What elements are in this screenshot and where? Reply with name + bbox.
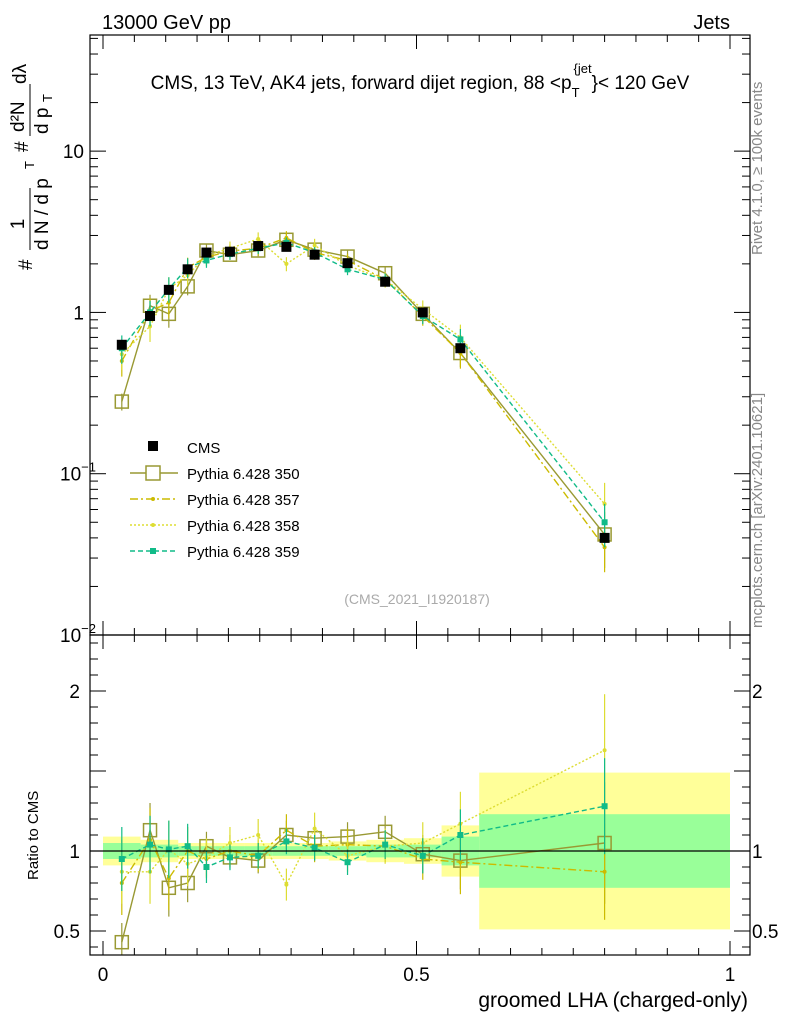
ratio-marker-358-8 bbox=[312, 826, 317, 831]
y-tick-label-main-2: 1 bbox=[73, 303, 84, 324]
y-tick-label-ratio-right-1: 1 bbox=[752, 842, 763, 863]
y-tick-label-main-0: 10−2 bbox=[60, 621, 96, 647]
ratio-marker-359-12 bbox=[457, 832, 464, 838]
ratio-line-357 bbox=[121, 829, 605, 884]
svg-text:CMS: CMS bbox=[187, 440, 220, 457]
ratio-marker-357-13 bbox=[602, 869, 607, 874]
y-tick-label-ratio-right-0: 0.5 bbox=[752, 922, 778, 943]
header-right: Jets bbox=[693, 12, 730, 34]
ratio-line-359 bbox=[121, 805, 605, 868]
axis-ticks: 0 0.5 1 10−2 10−1 1 10 0.5 0.5 1 1 2 2 bbox=[54, 35, 778, 986]
data-point-0 bbox=[116, 339, 127, 350]
ratio-marker-359-3 bbox=[184, 843, 191, 850]
ratio-marker-359-5 bbox=[226, 854, 233, 861]
svg-text:d p: d p bbox=[32, 108, 53, 134]
data-point-1 bbox=[145, 311, 156, 322]
legend-entry-358: Pythia 6.428 358 bbox=[130, 518, 300, 535]
ratio-marker-359-7 bbox=[283, 838, 290, 845]
ratio-series-layer bbox=[114, 694, 612, 955]
ratio-marker-359-1 bbox=[147, 841, 154, 848]
legend-entry-350: Pythia 6.428 350 bbox=[130, 465, 300, 483]
data-point-11 bbox=[417, 307, 428, 318]
svg-text:Pythia 6.428 350: Pythia 6.428 350 bbox=[187, 466, 300, 483]
y-tick-label-ratio-0: 0.5 bbox=[54, 922, 80, 943]
ratio-marker-359-9 bbox=[344, 859, 351, 866]
ratio-marker-359-8 bbox=[311, 844, 318, 851]
svg-text:dλ: dλ bbox=[10, 63, 31, 84]
data-point-2 bbox=[163, 284, 174, 295]
x-tick-label-2: 1 bbox=[725, 965, 736, 986]
ratio-frame bbox=[89, 634, 751, 956]
main-line-358 bbox=[121, 238, 606, 505]
ratio-marker-359-4 bbox=[203, 864, 210, 870]
x-axis-label: groomed LHA (charged-only) bbox=[478, 989, 748, 1012]
main-series-layer bbox=[114, 231, 612, 573]
data-point-8 bbox=[309, 249, 320, 260]
svg-text:Pythia 6.428 359: Pythia 6.428 359 bbox=[187, 544, 300, 561]
svg-text:T: T bbox=[22, 161, 37, 169]
main-marker-358-7 bbox=[284, 261, 289, 266]
plot-title: CMS, 13 TeV, AK4 jets, forward dijet reg… bbox=[151, 61, 690, 100]
ratio-marker-359-13 bbox=[601, 803, 608, 810]
legend-entry-359: Pythia 6.428 359 bbox=[130, 544, 300, 561]
ratio-marker-359-0 bbox=[118, 856, 125, 862]
data-point-13 bbox=[599, 532, 610, 543]
svg-text:#: # bbox=[12, 141, 33, 152]
ratio-line-358 bbox=[121, 749, 605, 887]
analysis-id: (CMS_2021_I1920187) bbox=[344, 591, 490, 607]
ratio-marker-358-6 bbox=[256, 833, 261, 837]
data-point-9 bbox=[342, 258, 353, 269]
y-tick-label-main-1: 10−1 bbox=[60, 460, 96, 486]
ratio-marker-357-12 bbox=[458, 860, 463, 865]
svg-text:d N / d p: d N / d p bbox=[32, 178, 53, 250]
main-marker-359-13 bbox=[601, 519, 608, 526]
ratio-marker-359-2 bbox=[165, 846, 172, 853]
svg-text:T: T bbox=[40, 94, 55, 102]
svg-text:#: # bbox=[16, 259, 37, 270]
x-tick-label-1: 0.5 bbox=[403, 965, 429, 986]
data-point-6 bbox=[253, 241, 264, 252]
data-point-10 bbox=[380, 276, 391, 287]
mcplots-label: mcplots.cern.ch [arXiv:2401.10621] bbox=[749, 393, 766, 628]
y-tick-label-main-3: 10 bbox=[63, 142, 84, 163]
main-marker-359-12 bbox=[457, 336, 464, 343]
ratio-marker-359-11 bbox=[419, 852, 426, 859]
ratio-marker-358-5 bbox=[227, 841, 232, 845]
data-point-7 bbox=[281, 241, 292, 252]
y-tick-label-ratio-2: 2 bbox=[69, 682, 80, 703]
main-ylabel: # 1 d N / d p T # d²N d p T dλ bbox=[8, 63, 55, 270]
ratio-ylabel: Ratio to CMS bbox=[25, 791, 42, 880]
rivet-label: Rivet 4.1.0, ≥ 100k events bbox=[749, 82, 766, 255]
main-marker-359-9 bbox=[344, 266, 351, 273]
ratio-marker-359-6 bbox=[255, 852, 262, 859]
y-tick-label-ratio-right-2: 2 bbox=[752, 682, 763, 703]
main-marker-359-4 bbox=[203, 257, 210, 264]
ratio-marker-358-13 bbox=[602, 748, 607, 753]
data-point-4 bbox=[201, 247, 212, 258]
header-left: 13000 GeV pp bbox=[102, 12, 231, 34]
ratio-marker-358-7 bbox=[284, 882, 289, 887]
svg-text:Pythia 6.428 357: Pythia 6.428 357 bbox=[187, 492, 300, 509]
ratio-marker-350-0 bbox=[114, 934, 130, 950]
svg-text:Pythia 6.428 358: Pythia 6.428 358 bbox=[187, 518, 300, 535]
svg-text:d²N: d²N bbox=[8, 101, 29, 132]
legend: CMS Pythia 6.428 350 Pythia 6.428 357 Py… bbox=[130, 440, 300, 561]
ratio-marker-359-10 bbox=[382, 841, 389, 848]
legend-entry-357: Pythia 6.428 357 bbox=[130, 492, 300, 509]
svg-text:1: 1 bbox=[8, 219, 29, 230]
x-tick-label-0: 0 bbox=[98, 965, 109, 986]
main-marker-358-8 bbox=[312, 243, 317, 248]
data-point-12 bbox=[455, 343, 466, 354]
main-marker-350-0 bbox=[114, 394, 130, 409]
data-point-3 bbox=[182, 264, 193, 275]
data-point-5 bbox=[224, 246, 235, 257]
main-marker-358-6 bbox=[256, 237, 261, 242]
legend-entry-cms: CMS bbox=[148, 440, 220, 457]
y-tick-label-ratio-1: 1 bbox=[69, 842, 80, 863]
